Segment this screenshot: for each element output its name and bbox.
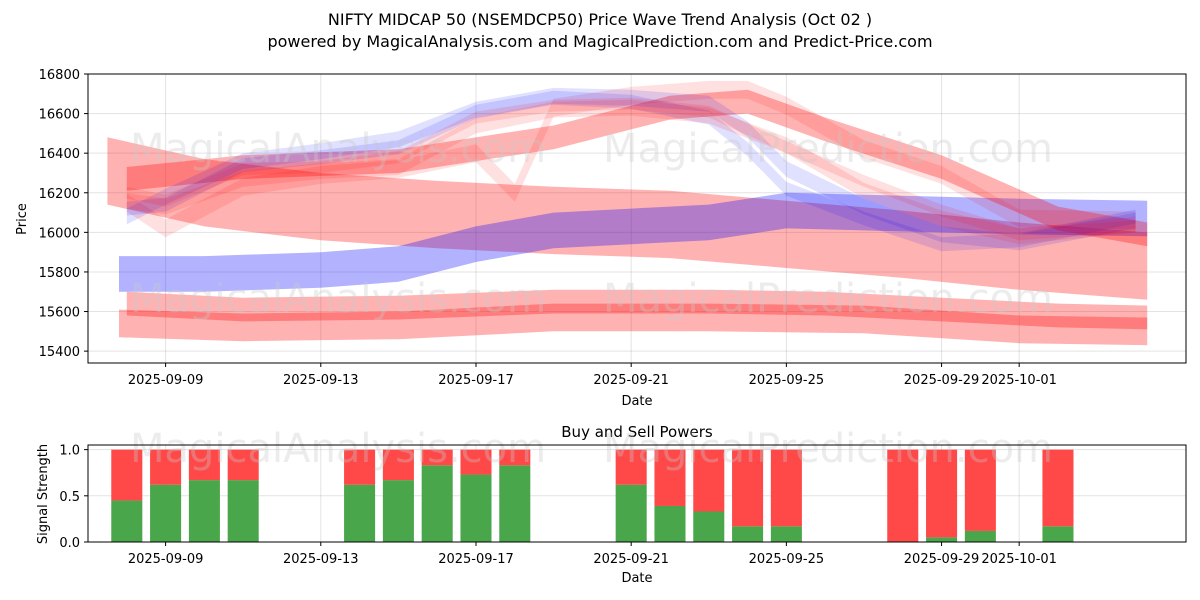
price-x-tick-label: 2025-09-25 — [749, 373, 825, 388]
price-y-tick-label: 16200 — [39, 187, 80, 202]
buy-bar — [732, 526, 764, 542]
buy-bar — [926, 537, 958, 542]
sell-bar — [964, 449, 996, 531]
price-x-label: Date — [621, 394, 652, 409]
power-y-tick-label: 0.0 — [59, 536, 80, 551]
watermark: MagicalAnalysis.com — [130, 426, 546, 472]
price-y-tick-label: 16000 — [39, 226, 80, 241]
price-x-axis: 2025-09-09 2025-09-13 2025-09-17 2025-09-21… — [128, 363, 1057, 388]
buy-bar — [499, 465, 531, 542]
price-y-tick-label: 16400 — [39, 147, 80, 162]
price-wave-band — [119, 192, 1148, 292]
price-x-tick-label: 2025-10-01 — [981, 373, 1057, 388]
price-bands — [107, 80, 1148, 346]
buy-bar — [460, 474, 492, 542]
power-x-axis: 2025-09-09 2025-09-13 2025-09-17 2025-09-21… — [128, 542, 1057, 567]
sell-bar — [421, 449, 453, 466]
buy-bar — [1042, 526, 1074, 542]
power-x-tick-label: 2025-10-01 — [981, 552, 1057, 567]
sell-bar — [188, 449, 220, 481]
power-y-label: Signal Strength — [36, 444, 51, 544]
watermark: MagicalPrediction.com — [603, 426, 1053, 472]
buy-bar — [344, 484, 376, 542]
power-bars — [111, 449, 1074, 542]
price-wave-band — [107, 137, 1148, 300]
sell-bar — [227, 449, 259, 481]
power-x-tick-label: 2025-09-13 — [283, 552, 359, 567]
sell-bar — [693, 449, 725, 512]
price-wave-band — [126, 90, 1136, 252]
price-x-tick-label: 2025-09-13 — [283, 373, 359, 388]
power-x-tick-label: 2025-09-29 — [904, 552, 980, 567]
price-y-axis: 15400 15600 15800 16000 16200 16400 16600 16800 — [39, 68, 88, 360]
power-chart-title: Buy and Sell Powers — [561, 423, 713, 441]
chart-subtitle: powered by MagicalAnalysis.com and Magic… — [267, 32, 932, 51]
sell-bar — [770, 449, 802, 527]
price-wave-band — [126, 97, 1136, 241]
watermark: MagicalAnalysis.com — [130, 276, 546, 322]
price-wave-band — [126, 289, 1148, 330]
price-x-tick-label: 2025-09-29 — [904, 373, 980, 388]
buy-bar — [654, 505, 686, 542]
price-plot-frame — [87, 73, 1187, 364]
power-x-tick-label: 2025-09-21 — [593, 552, 669, 567]
sell-bar — [887, 449, 919, 542]
sell-bar — [926, 449, 958, 538]
price-y-tick-label: 15400 — [39, 345, 80, 360]
sell-bar — [460, 449, 492, 475]
watermark: MagicalAnalysis.com — [130, 126, 546, 172]
price-wave-band — [126, 80, 1136, 238]
sell-bar — [382, 449, 414, 481]
buy-bar — [382, 480, 414, 542]
price-x-tick-label: 2025-09-17 — [438, 373, 514, 388]
price-x-tick-label: 2025-09-09 — [128, 373, 204, 388]
sell-bar — [654, 449, 686, 506]
buy-bar — [111, 500, 143, 542]
price-wave-band — [119, 303, 1148, 346]
sell-bar — [111, 449, 143, 501]
buy-bar — [615, 484, 647, 542]
buy-bar — [770, 526, 802, 542]
power-x-tick-label: 2025-09-09 — [128, 552, 204, 567]
buy-bar — [964, 530, 996, 542]
buy-bar — [150, 484, 182, 542]
price-wave-band — [126, 87, 1136, 251]
buy-bar — [693, 511, 725, 542]
sell-bar — [499, 449, 531, 466]
price-wave-band — [126, 99, 1136, 245]
price-y-tick-label: 15600 — [39, 306, 80, 321]
power-y-axis: 0.0 0.5 1.0 — [59, 444, 88, 551]
sell-bar — [615, 449, 647, 485]
buy-bar — [421, 465, 453, 542]
chart-title: NIFTY MIDCAP 50 (NSEMDCP50) Price Wave T… — [328, 10, 872, 29]
price-wave-band — [126, 89, 1148, 247]
power-x-tick-label: 2025-09-25 — [749, 552, 825, 567]
power-plot-frame — [87, 444, 1187, 543]
price-y-tick-label: 16600 — [39, 108, 80, 123]
price-grid — [88, 73, 1186, 363]
sell-bar — [344, 449, 376, 485]
sell-bar — [150, 449, 182, 485]
price-y-tick-label: 16800 — [39, 68, 80, 83]
price-y-label: Price — [15, 203, 30, 235]
sell-bar — [1042, 449, 1074, 527]
sell-bar — [732, 449, 764, 527]
power-x-tick-label: 2025-09-17 — [438, 552, 514, 567]
power-y-tick-label: 1.0 — [59, 444, 80, 459]
watermark: MagicalPrediction.com — [603, 126, 1053, 172]
buy-bar — [188, 480, 220, 542]
buy-bar — [227, 480, 259, 542]
price-x-tick-label: 2025-09-21 — [593, 373, 669, 388]
power-x-label: Date — [621, 571, 652, 586]
power-y-tick-label: 0.5 — [59, 490, 80, 505]
watermark: MagicalPrediction.com — [603, 276, 1053, 322]
price-y-tick-label: 15800 — [39, 266, 80, 281]
